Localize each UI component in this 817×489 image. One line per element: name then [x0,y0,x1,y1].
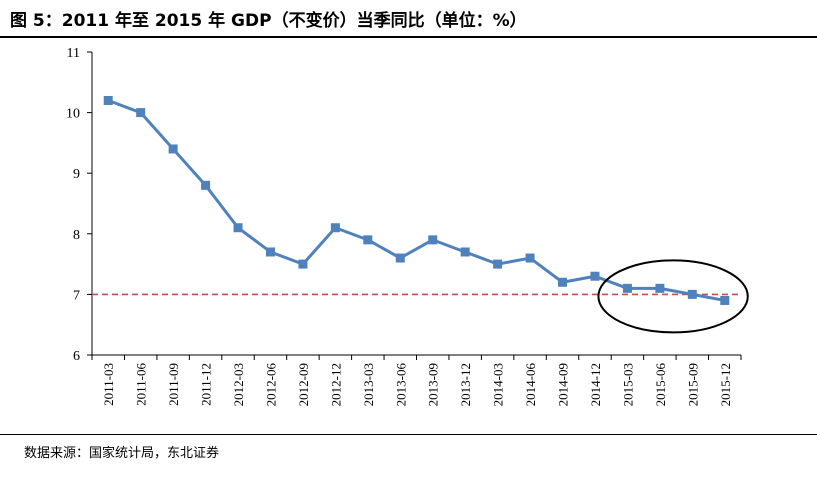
x-axis: 2011-03 2011-06 2011-09 2011-12 2012-03 2012-… [91,354,742,407]
data-point [201,180,211,190]
x-tick-label: 2012-12 [328,363,343,406]
title-divider [0,36,817,38]
source-divider [0,434,817,435]
data-point [363,235,373,245]
highlight-ellipse [597,259,749,334]
data-point [525,253,535,263]
data-point [720,295,730,305]
data-point [136,108,146,118]
annotation-group [597,259,749,334]
data-point [460,247,470,257]
data-point [298,259,308,269]
y-tick-label: 10 [66,107,80,122]
data-point [687,289,697,299]
x-tick-label: 2011-06 [134,363,149,406]
x-tick-label: 2012-03 [231,363,246,406]
x-tick-label: 2013-06 [393,363,408,407]
series-line [107,99,726,302]
x-tick-label: 2013-09 [426,363,441,406]
data-point [655,283,665,293]
data-point [265,247,275,257]
data-point [395,253,405,263]
y-tick-label: 8 [73,228,80,243]
x-tick-label: 2011-09 [166,363,181,406]
x-tick-label: 2013-03 [361,363,376,406]
series-group [103,95,730,305]
x-tick-label: 2015-06 [653,363,668,407]
data-point [622,283,632,293]
y-tick-label: 6 [73,349,80,364]
data-point [233,223,243,233]
y-tick-label: 9 [73,167,80,182]
x-tick-label: 2015-03 [620,363,635,406]
y-axis: 6 7 8 9 10 11 [66,46,93,364]
source-note: 数据来源：国家统计局，东北证券 [24,446,220,461]
x-tick-label: 2014-06 [523,363,538,407]
y-tick-label: 11 [67,46,80,61]
x-tick-label: 2012-06 [263,363,278,407]
data-point [590,271,600,281]
data-point [558,277,568,287]
data-point [103,95,113,105]
x-tick-label: 2013-12 [458,363,473,406]
x-tick-label: 2012-09 [296,363,311,406]
data-point [168,144,178,154]
x-tick-label: 2014-03 [491,363,506,406]
data-point [330,223,340,233]
figure-title: 图 5：2011 年至 2015 年 GDP（不变价）当季同比（单位：%） [10,11,527,31]
x-tick-label: 2014-09 [556,363,571,406]
data-point [428,235,438,245]
data-point [493,259,503,269]
x-tick-label: 2011-12 [199,363,214,406]
x-tick-label: 2011-03 [101,363,116,406]
x-tick-label: 2015-12 [718,363,733,406]
x-tick-label: 2014-12 [588,363,603,406]
x-tick-label: 2015-09 [685,363,700,406]
y-tick-label: 7 [73,288,80,303]
